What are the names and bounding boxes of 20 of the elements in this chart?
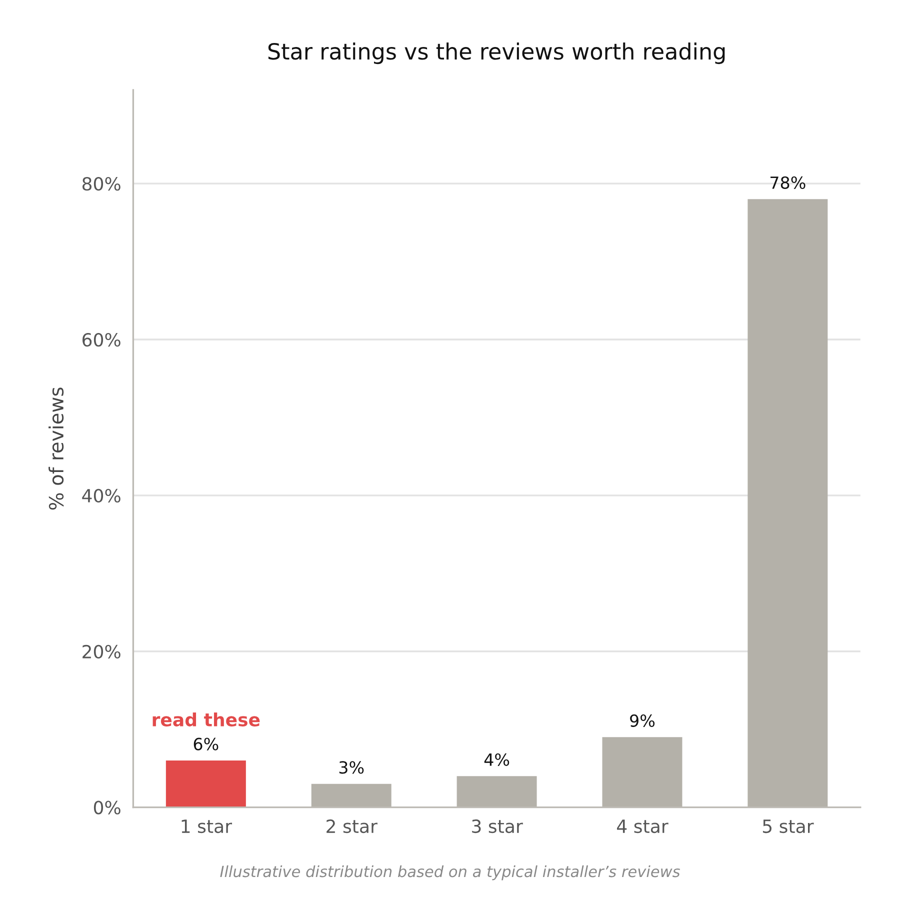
x-tick-label: 5 star [762, 820, 814, 834]
y-tick-label: 80% [82, 177, 120, 191]
data-label: 3% [339, 761, 364, 774]
data-label: 78% [770, 176, 806, 189]
y-tick-label: 40% [82, 488, 120, 503]
annotation: read these [152, 712, 260, 726]
x-tick-label: 1 star [182, 820, 232, 834]
text: Illustrative distribution based on a typical installer’s reviews [220, 865, 680, 880]
data-label: 9% [630, 714, 655, 727]
y-tick-label: 20% [82, 644, 120, 658]
chart-title: Star ratings vs the reviews worth reading [268, 42, 725, 64]
data-label: 6% [194, 738, 218, 750]
y-axis-title: % of reviews [48, 388, 64, 510]
y-tick-label: 60% [82, 332, 120, 347]
y-tick-label: 0% [94, 800, 120, 814]
x-tick-label: 2 star [326, 819, 378, 834]
x-tick-label: 4 star [617, 820, 668, 834]
x-tick-label: 3 star [472, 819, 523, 834]
data-label: 4% [484, 753, 510, 766]
bar [166, 760, 246, 808]
